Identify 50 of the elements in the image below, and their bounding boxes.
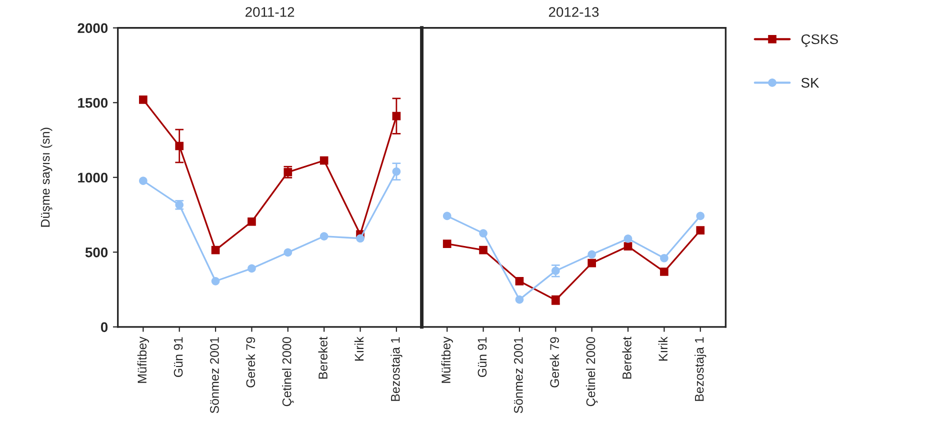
x-tick-label: Müfitbey — [137, 336, 150, 383]
point — [624, 242, 632, 250]
point — [356, 234, 364, 243]
point — [248, 217, 256, 226]
point — [660, 254, 668, 262]
x-tick-label: Kırik — [354, 336, 364, 361]
point — [479, 229, 488, 238]
point — [696, 212, 705, 220]
point — [515, 276, 524, 286]
x-tick-label: Gerek 79 — [550, 337, 559, 388]
y-tick-label: 2000 — [78, 23, 108, 34]
x-tick-label: Bereket — [318, 336, 328, 379]
x-tick-label: Kırik — [658, 336, 668, 361]
point — [588, 258, 596, 268]
x-tick-label: Sönmez 2001 — [210, 337, 219, 414]
point — [211, 276, 220, 286]
point — [479, 246, 488, 254]
point — [442, 240, 452, 248]
x-tick-label: Çetinel 2000 — [282, 337, 294, 406]
y-tick-label: 500 — [85, 247, 108, 258]
y-axis-title: Düşme sayısı (sn) — [40, 128, 52, 227]
point — [588, 250, 596, 259]
x-tick-label: Bereket — [622, 336, 632, 379]
point — [248, 264, 256, 273]
point — [624, 234, 632, 243]
point — [139, 95, 148, 104]
point — [442, 212, 452, 220]
legend-label: ÇSKS — [801, 34, 838, 47]
chart-title: 2012-13 — [548, 7, 599, 17]
point — [320, 232, 328, 240]
x-tick-label: Bezostaja 1 — [694, 337, 706, 401]
x-tick-label: Çetinel 2000 — [586, 337, 598, 406]
x-tick-label: Gün 91 — [174, 337, 183, 377]
x-tick-label: Sönmez 2001 — [514, 337, 523, 414]
point — [284, 248, 292, 257]
point — [139, 176, 148, 185]
point — [211, 246, 220, 254]
point — [696, 226, 705, 234]
x-tick-label: Gerek 79 — [246, 337, 256, 388]
chart-title: 2011-12 — [246, 7, 294, 17]
point — [320, 156, 328, 165]
point — [660, 268, 668, 276]
y-tick-label: 0 — [100, 322, 108, 332]
legend-label: SK — [801, 78, 820, 88]
y-tick-label: 1500 — [78, 98, 108, 108]
x-tick-label: Müfitbey — [441, 336, 453, 383]
x-tick-label: Bezostaja 1 — [390, 337, 402, 401]
y-tick-label: 1000 — [78, 172, 108, 183]
x-tick-label: Gün 91 — [478, 337, 487, 377]
point — [515, 295, 524, 304]
